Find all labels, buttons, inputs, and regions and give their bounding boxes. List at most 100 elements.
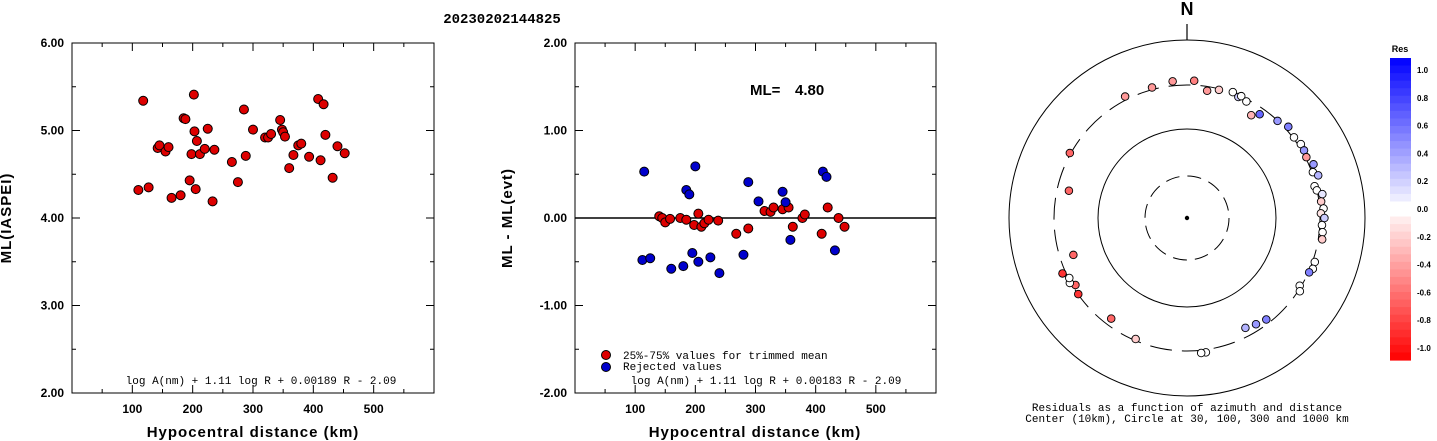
event-id-title: 20230202144825 bbox=[443, 12, 561, 28]
ml-xtick-label: 200 bbox=[183, 402, 203, 416]
colorbar-segment bbox=[1390, 307, 1411, 316]
residual-rejected-point bbox=[645, 253, 656, 264]
station-marker bbox=[1313, 171, 1323, 180]
ring-1000km bbox=[1008, 39, 1366, 397]
ring-30km bbox=[1144, 175, 1230, 261]
residual-xtick-label: 400 bbox=[806, 402, 826, 416]
station-marker bbox=[1147, 83, 1157, 92]
panel-ml-frame bbox=[71, 42, 435, 394]
residual-rejected-point bbox=[821, 171, 832, 182]
colorbar-tick-label: 0.8 bbox=[1417, 94, 1429, 103]
station-marker bbox=[1302, 152, 1311, 162]
station-marker bbox=[1064, 186, 1074, 195]
station-marker bbox=[1242, 97, 1251, 106]
station-marker bbox=[1262, 315, 1271, 324]
colorbar-segment bbox=[1390, 201, 1411, 210]
colorbar-segment bbox=[1390, 73, 1411, 82]
ml-ytick-label: 6.00 bbox=[41, 36, 65, 50]
station-marker bbox=[1284, 122, 1293, 132]
ml-data-point bbox=[266, 129, 277, 139]
colorbar-tick-label: 1.0 bbox=[1417, 66, 1429, 75]
legend: 25%-75% values for trimmed mean Rejected… bbox=[601, 350, 828, 374]
station-marker bbox=[1214, 85, 1224, 95]
residual-ytick-label: -2.00 bbox=[540, 386, 568, 400]
colorbar-segment bbox=[1390, 141, 1411, 150]
ml-ytick-label: 2.00 bbox=[41, 386, 65, 400]
colorbar-tick-label: 0.6 bbox=[1417, 122, 1429, 131]
ml-value: 4.80 bbox=[795, 82, 824, 99]
colorbar-segment bbox=[1390, 231, 1411, 240]
station-marker bbox=[1074, 289, 1083, 299]
residual-trimmed-point bbox=[787, 221, 798, 232]
station-marker bbox=[1317, 235, 1327, 244]
residual-rejected-point bbox=[753, 196, 764, 207]
residual-rejected-point bbox=[693, 256, 704, 267]
ml-data-point bbox=[232, 177, 243, 188]
residual-ytick-label: 1.00 bbox=[544, 124, 568, 138]
ml-data-point bbox=[318, 99, 329, 110]
panel-polar: N Residuals as a function of azimuth and… bbox=[1008, 0, 1366, 426]
station-marker bbox=[1065, 273, 1074, 283]
legend-label-trimmed: 25%-75% values for trimmed mean bbox=[623, 351, 828, 363]
station-marker bbox=[1251, 319, 1261, 329]
ml-data-point bbox=[184, 175, 195, 186]
station-marker bbox=[1131, 334, 1140, 344]
colorbar-segment bbox=[1390, 284, 1411, 293]
residual-trimmed-point bbox=[743, 223, 754, 234]
station-marker bbox=[1317, 220, 1327, 230]
colorbar-tick-label: -0.8 bbox=[1417, 316, 1431, 325]
residual-ytick-label: -1.00 bbox=[540, 299, 568, 313]
colorbar-segment bbox=[1390, 261, 1411, 270]
residual-trimmed-point bbox=[713, 215, 724, 226]
station-marker bbox=[1309, 160, 1318, 169]
station-marker bbox=[1189, 76, 1199, 86]
ring-300km bbox=[1053, 84, 1321, 352]
ring-100km bbox=[1097, 128, 1277, 308]
colorbar-segment bbox=[1390, 246, 1411, 255]
polar-caption-line1: Residuals as a function of azimuth and d… bbox=[1032, 403, 1342, 415]
residual-trimmed-point bbox=[681, 214, 692, 225]
ml-data-point bbox=[166, 192, 177, 203]
colorbar-segment bbox=[1390, 344, 1411, 354]
colorbar-segment bbox=[1390, 103, 1411, 112]
colorbar-segment bbox=[1390, 178, 1411, 187]
residual-trimmed-point bbox=[665, 213, 676, 224]
residual-trimmed-point bbox=[768, 202, 779, 213]
ml-data-point bbox=[248, 124, 258, 135]
ml-data-point bbox=[320, 129, 331, 140]
station-marker bbox=[1069, 250, 1078, 260]
colorbar-segment bbox=[1390, 80, 1411, 89]
residual-rejected-point bbox=[687, 248, 698, 258]
colorbar-segment bbox=[1390, 299, 1411, 308]
station-marker bbox=[1168, 77, 1177, 86]
station-marker bbox=[1255, 109, 1264, 119]
colorbar-segment bbox=[1390, 133, 1411, 142]
ml-data-point bbox=[240, 150, 251, 161]
colorbar-tick-label: -1.0 bbox=[1417, 344, 1431, 353]
colorbar-segment bbox=[1390, 337, 1411, 346]
ml-data-point bbox=[202, 123, 213, 134]
colorbar-segment bbox=[1390, 224, 1411, 233]
panel-residual-formula: log A(nm) + 1.11 log R + 0.00183 R - 2.0… bbox=[631, 376, 902, 388]
station-marker bbox=[1241, 323, 1250, 333]
ml-xtick-label: 400 bbox=[303, 402, 323, 416]
station-marker bbox=[1316, 197, 1326, 206]
residual-xtick-label: 500 bbox=[866, 402, 886, 416]
station-marker bbox=[1065, 148, 1075, 158]
ml-data-point bbox=[226, 157, 237, 167]
ml-data-point bbox=[190, 184, 201, 195]
ml-data-point bbox=[284, 163, 295, 174]
ml-data-point bbox=[189, 126, 200, 137]
ml-data-point bbox=[163, 142, 174, 153]
station-marker bbox=[1320, 213, 1329, 223]
residual-trimmed-point bbox=[731, 228, 742, 239]
residual-trimmed-point bbox=[839, 221, 850, 232]
panel-residual-xlabel: Hypocentral distance (km) bbox=[649, 424, 862, 441]
residual-xtick-label: 200 bbox=[685, 402, 705, 416]
panel-residual-ylabel: ML - ML(evt) bbox=[499, 168, 516, 268]
station-marker bbox=[1228, 87, 1238, 97]
station-marker bbox=[1106, 314, 1116, 323]
residual-trimmed-point bbox=[693, 208, 704, 219]
residual-rejected-point bbox=[785, 234, 796, 245]
station-marker bbox=[1289, 133, 1299, 142]
